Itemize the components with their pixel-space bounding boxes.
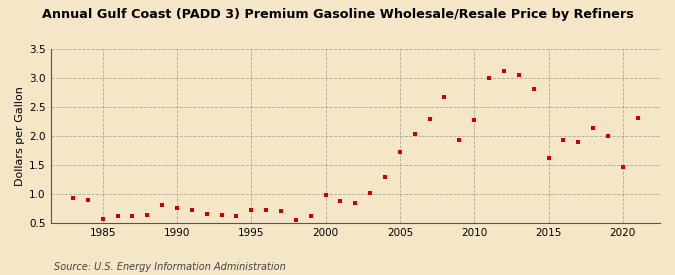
Point (618, 165, 628, 170)
Point (142, 213, 153, 217)
Point (335, 199, 346, 203)
Point (529, 87, 539, 92)
Text: Annual Gulf Coast (PADD 3) Premium Gasoline Wholesale/Resale Price by Refiners: Annual Gulf Coast (PADD 3) Premium Gasol… (42, 8, 633, 21)
Point (290, 218, 301, 222)
Point (201, 212, 212, 217)
Point (424, 117, 435, 121)
Point (499, 69, 510, 73)
Point (469, 118, 480, 122)
Point (439, 95, 450, 99)
Point (603, 134, 614, 138)
Y-axis label: Dollars per Gallon: Dollars per Gallon (15, 86, 25, 186)
Point (454, 138, 465, 142)
Point (558, 138, 569, 142)
Text: Source: U.S. Energy Information Administration: Source: U.S. Energy Information Administ… (54, 262, 286, 272)
Point (82, 198, 93, 202)
Point (97, 217, 108, 221)
Point (246, 208, 256, 213)
Point (186, 208, 197, 212)
Point (573, 140, 584, 144)
Point (394, 150, 405, 155)
Point (231, 214, 242, 218)
Point (171, 206, 182, 210)
Point (112, 214, 123, 218)
Point (261, 208, 271, 213)
Point (68, 196, 78, 200)
Point (409, 132, 420, 136)
Point (632, 116, 643, 120)
Point (275, 209, 286, 213)
Point (379, 175, 390, 179)
Point (305, 213, 316, 218)
Point (364, 191, 375, 195)
Point (543, 156, 554, 160)
Point (157, 202, 167, 207)
Point (514, 73, 524, 78)
Point (127, 213, 138, 218)
Point (350, 201, 360, 206)
Point (484, 76, 495, 80)
Point (588, 126, 599, 130)
Point (320, 193, 331, 197)
Point (216, 213, 227, 217)
